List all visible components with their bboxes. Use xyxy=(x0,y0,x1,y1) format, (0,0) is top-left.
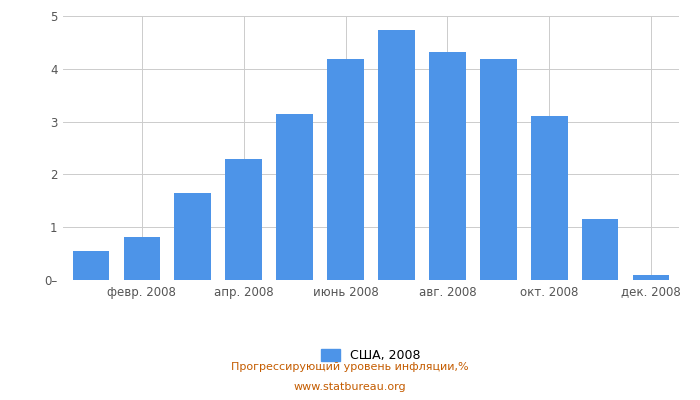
Bar xyxy=(276,114,313,280)
Bar xyxy=(174,193,211,280)
Text: www.statbureau.org: www.statbureau.org xyxy=(294,382,406,392)
Bar xyxy=(480,59,517,280)
Bar xyxy=(378,30,415,280)
Bar xyxy=(225,158,262,280)
Bar xyxy=(531,116,568,280)
Bar xyxy=(429,52,466,280)
Bar xyxy=(327,59,364,280)
Legend: США, 2008: США, 2008 xyxy=(316,344,426,367)
Bar xyxy=(73,252,109,280)
Bar xyxy=(582,219,618,280)
Text: Прогрессирующий уровень инфляции,%: Прогрессирующий уровень инфляции,% xyxy=(231,362,469,372)
Bar xyxy=(124,237,160,280)
Bar xyxy=(633,275,669,280)
